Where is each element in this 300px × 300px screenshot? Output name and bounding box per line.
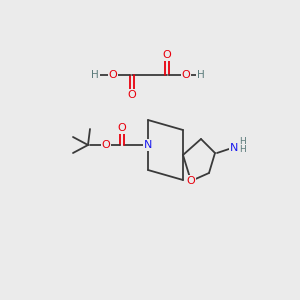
Text: H: H [238,137,245,146]
Text: H: H [91,70,99,80]
Text: O: O [118,123,126,133]
Text: N: N [230,143,238,153]
Text: H: H [240,146,246,154]
Text: O: O [182,70,190,80]
Text: N: N [144,140,152,150]
Text: O: O [109,70,117,80]
Text: O: O [187,176,195,186]
Text: H: H [197,70,205,80]
Text: O: O [163,50,171,60]
Text: O: O [128,90,136,100]
Text: O: O [102,140,110,150]
